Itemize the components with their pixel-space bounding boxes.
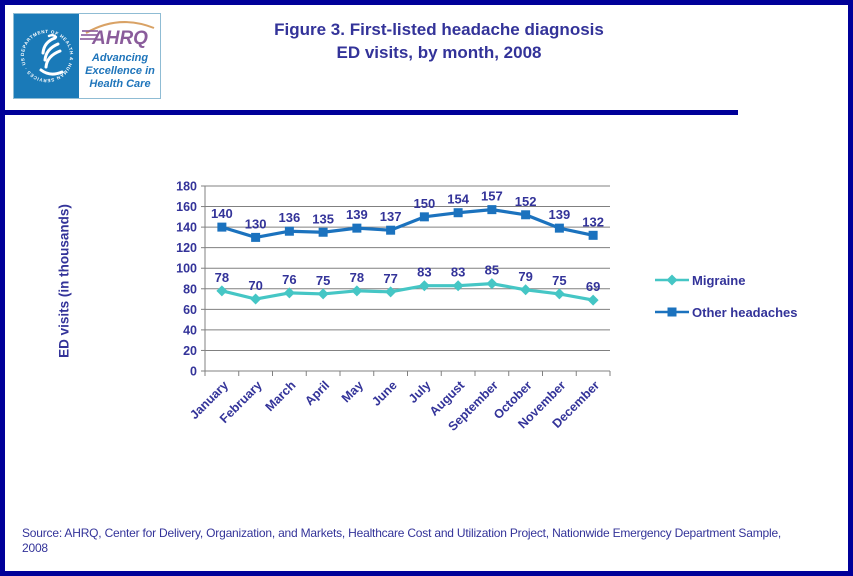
data-label: 132 <box>582 214 604 229</box>
svg-text:120: 120 <box>176 241 197 255</box>
svg-text:80: 80 <box>183 282 197 296</box>
data-label: 136 <box>279 210 301 225</box>
data-label: 78 <box>350 270 364 285</box>
header-divider-rule <box>5 110 738 115</box>
data-label: 150 <box>414 196 436 211</box>
x-axis-label: January <box>187 378 231 422</box>
svg-text:180: 180 <box>176 180 197 194</box>
legend-entry-other-headaches: Other headaches <box>655 304 798 320</box>
x-axis-label: March <box>263 378 299 414</box>
chart-gridlines <box>205 185 610 351</box>
svg-text:60: 60 <box>183 303 197 317</box>
data-label: 79 <box>518 269 532 284</box>
data-label: 157 <box>481 189 503 204</box>
figure-title: Figure 3. First-listed headache diagnosi… <box>5 19 848 65</box>
ahrq-arc-icon <box>85 21 155 34</box>
data-label: 75 <box>316 273 330 288</box>
ahrq-hhs-logo: DEPARTMENT OF HEALTH & HUMAN SERVICES · … <box>13 13 161 99</box>
y-axis-title: ED visits (in thousands) <box>56 204 72 358</box>
x-axis-label: May <box>339 378 366 405</box>
x-axis-label: December <box>550 378 603 431</box>
legend-marker-other-headaches-icon <box>655 307 689 317</box>
data-label: 130 <box>245 216 267 231</box>
x-axis-label: September <box>445 378 501 434</box>
tagline-line-1: Advancing <box>91 52 149 64</box>
legend-marker-migraine-icon <box>655 274 689 286</box>
data-label: 137 <box>380 209 402 224</box>
y-axis-ticks: 0 20 40 60 80 100 120 140 160 180 <box>176 180 205 379</box>
ahrq-logo-graphic: DEPARTMENT OF HEALTH & HUMAN SERVICES · … <box>14 14 160 98</box>
data-label: 76 <box>282 272 296 287</box>
data-label: 85 <box>485 263 499 278</box>
data-label: 75 <box>552 273 566 288</box>
svg-text:20: 20 <box>183 344 197 358</box>
svg-text:140: 140 <box>176 221 197 235</box>
x-axis-label: October <box>491 378 535 422</box>
svg-text:160: 160 <box>176 200 197 214</box>
svg-text:0: 0 <box>190 365 197 379</box>
x-axis-label: August <box>427 378 468 419</box>
data-label: 135 <box>312 211 334 226</box>
ahrq-panel <box>79 14 160 98</box>
data-label: 78 <box>215 270 229 285</box>
chart-legend: Migraine Other headaches <box>655 272 798 320</box>
x-axis-ticks <box>204 371 611 376</box>
x-axis-label: June <box>369 378 400 409</box>
data-label: 139 <box>346 207 368 222</box>
tagline-line-3: Health Care <box>89 78 150 90</box>
x-axis-label: April <box>302 378 332 408</box>
svg-text:100: 100 <box>176 262 197 276</box>
legend-label-migraine: Migraine <box>692 272 746 288</box>
data-label: 77 <box>383 271 397 286</box>
ahrq-tagline: Advancing Excellence in Health Care <box>85 52 155 90</box>
figure-title-line-2: ED visits, by month, 2008 <box>336 42 542 62</box>
data-label: 69 <box>586 279 600 294</box>
data-label: 152 <box>515 194 537 209</box>
figure-title-line-1: Figure 3. First-listed headache diagnosi… <box>274 20 604 39</box>
series-migraine: 78 70 76 75 78 77 83 83 85 79 75 69 <box>215 263 600 306</box>
data-label: 154 <box>447 192 469 207</box>
x-axis-label: February <box>217 378 265 426</box>
x-axis-label: November <box>515 378 568 431</box>
data-label: 139 <box>549 207 571 222</box>
source-note: Source: AHRQ, Center for Delivery, Organ… <box>22 526 782 555</box>
data-label: 83 <box>417 265 431 280</box>
ahrq-wordmark: AHRQ <box>91 28 148 49</box>
series-other-headaches: 140 130 136 135 139 137 150 154 157 152 139 132 <box>211 189 604 242</box>
data-label: 83 <box>451 265 465 280</box>
legend-entry-migraine: Migraine <box>655 272 798 288</box>
tagline-line-2: Excellence in <box>85 65 155 77</box>
hhs-eagle-icon <box>39 34 64 76</box>
data-label: 140 <box>211 206 233 221</box>
ahrq-speed-lines-icon <box>80 30 98 40</box>
legend-label-other-headaches: Other headaches <box>692 304 798 320</box>
data-label: 70 <box>248 278 262 293</box>
x-axis-label: July <box>406 378 434 406</box>
svg-text:40: 40 <box>183 323 197 337</box>
